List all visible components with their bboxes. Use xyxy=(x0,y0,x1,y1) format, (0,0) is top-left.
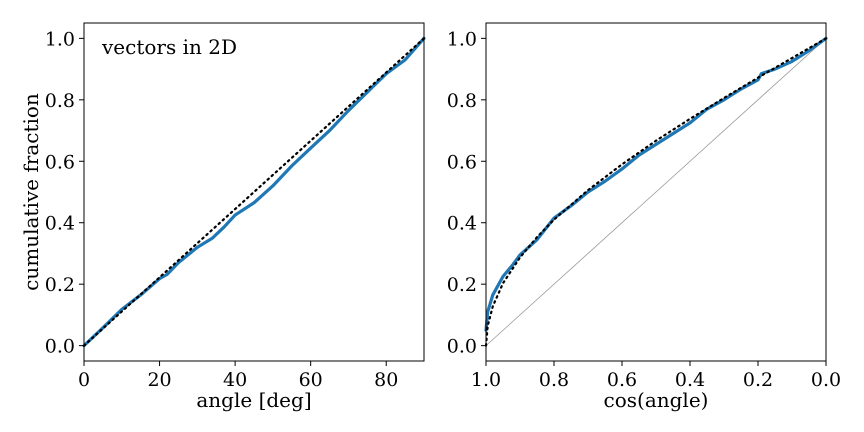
x-tick-label: 0.8 xyxy=(539,369,569,391)
panel-left: 0 20 40 60 80 0.0 0.2 0.4 0.6 0.8 1.0 angle [deg] cu… xyxy=(19,22,426,412)
x-tick-label: 80 xyxy=(374,369,398,391)
y-tick-label: 0.0 xyxy=(447,336,477,358)
y-tick-label: 0.8 xyxy=(447,90,477,112)
y-tick-label: 0.2 xyxy=(447,274,477,296)
y-tick-label: 0.8 xyxy=(45,90,75,112)
series-empirical-line xyxy=(484,36,828,332)
y-tick-label: 1.0 xyxy=(447,28,477,50)
x-tick-label: 0.4 xyxy=(675,369,705,391)
series-diagonal-reference-line xyxy=(485,37,827,347)
x-tick-label: 0.6 xyxy=(607,369,637,391)
axes-frame xyxy=(485,22,827,362)
x-tick-label: 0.0 xyxy=(811,369,841,391)
series-uniform-expectation-line xyxy=(82,37,426,347)
x-tick-label: 0 xyxy=(78,369,90,391)
y-tick-label: 0.0 xyxy=(45,336,75,358)
y-tick-label: 0.6 xyxy=(45,151,75,173)
x-axis-label: angle [deg] xyxy=(196,388,311,412)
x-tick-label: 40 xyxy=(223,369,247,391)
y-axis-label: cumulative fraction xyxy=(19,93,43,291)
y-tick-label: 0.4 xyxy=(45,213,75,235)
x-tick-label: 20 xyxy=(147,369,171,391)
x-tick-label: 0.2 xyxy=(743,369,773,391)
annotation-text: vectors in 2D xyxy=(101,35,237,59)
x-tick-label: 1.0 xyxy=(471,369,501,391)
y-tick-label: 0.4 xyxy=(447,213,477,235)
x-tick-label: 60 xyxy=(299,369,323,391)
panel-right: 1.0 0.8 0.6 0.4 0.2 0.0 0.0 0.2 0.4 0.6 0.8 1.0 cos(… xyxy=(447,22,841,412)
y-tick-label: 0.2 xyxy=(45,274,75,296)
y-tick-label: 1.0 xyxy=(45,28,75,50)
axes-frame xyxy=(83,22,425,362)
series-uniform-expectation-line xyxy=(484,37,828,347)
x-axis-label: cos(angle) xyxy=(604,388,709,412)
y-tick-label: 0.6 xyxy=(447,151,477,173)
